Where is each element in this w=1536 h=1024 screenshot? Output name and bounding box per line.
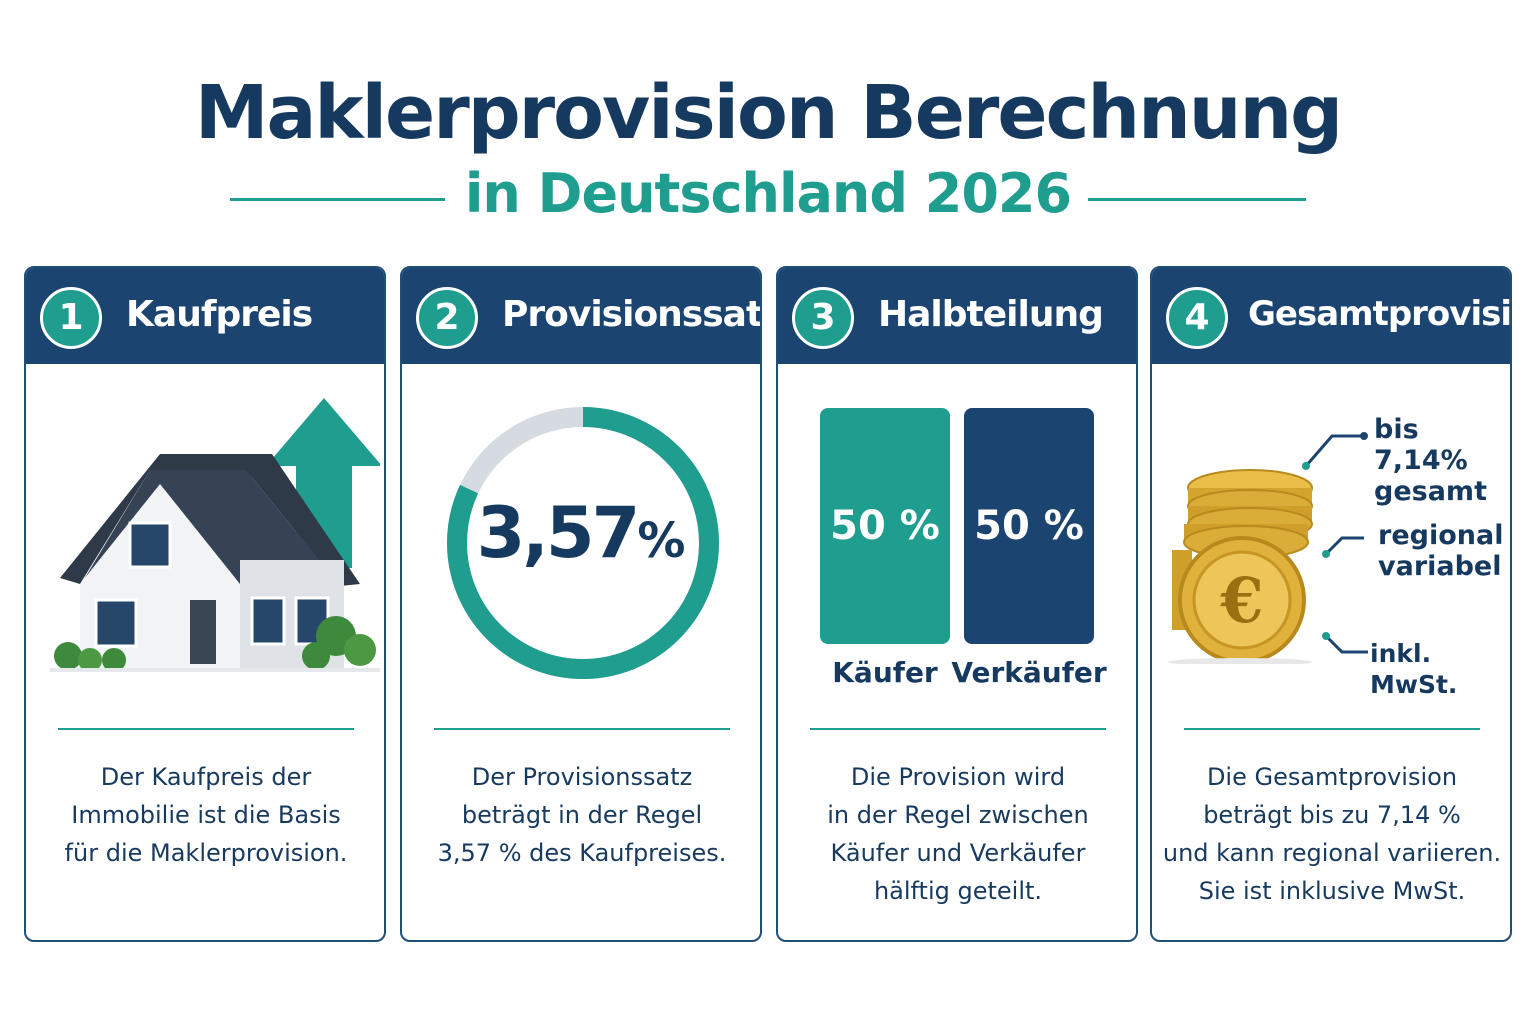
card-header: 1 Kaufpreis	[26, 268, 384, 364]
house-with-arrow-icon	[50, 398, 380, 672]
note-line: regional	[1378, 520, 1504, 551]
note-connectors	[1302, 432, 1368, 654]
card-description: Der Provisionssatz beträgt in der Regel …	[412, 758, 752, 872]
description-line: beträgt in der Regel	[461, 801, 703, 829]
note-line: gesamt	[1374, 476, 1487, 507]
gauge-number: 3,57	[476, 492, 641, 574]
card-title: Gesamtprovision	[1248, 294, 1512, 334]
page-subtitle: in Deutschland 2026	[464, 162, 1072, 225]
seller-share-box: 50 %	[964, 408, 1094, 644]
percentage-gauge	[447, 407, 719, 679]
note-line: variabel	[1378, 551, 1502, 582]
card-title: Provisionssatz	[502, 294, 762, 335]
note-total-max: bis 7,14% gesamt	[1374, 414, 1510, 507]
description-line: beträgt bis zu 7,14 %	[1203, 801, 1461, 829]
card-provisionssatz: 2 Provisionssatz 3,57% Der Provisionssat…	[400, 266, 762, 942]
description-line: für die Maklerprovision.	[64, 839, 348, 867]
step-badge: 1	[40, 287, 102, 349]
card-description: Die Gesamtprovision beträgt bis zu 7,14 …	[1162, 758, 1502, 910]
description-line: und kann regional variieren.	[1162, 839, 1502, 867]
description-line: Käufer und Verkäufer	[830, 839, 1086, 867]
note-vat: inkl. MwSt.	[1370, 639, 1458, 699]
description-line: in der Regel zwischen	[827, 801, 1089, 829]
card-description: Der Kaufpreis der Immobilie ist die Basi…	[36, 758, 376, 872]
seller-label: Verkäufer	[951, 656, 1107, 689]
description-line: Die Provision wird	[850, 763, 1066, 791]
card-header: 3 Halbteilung	[778, 268, 1136, 364]
page-title: Maklerprovision Berechnung	[194, 70, 1343, 156]
buyer-share-box: 50 %	[820, 408, 950, 644]
card-divider	[810, 728, 1106, 730]
card-kaufpreis: 1 Kaufpreis Der Kaufpreis der Immobilie …	[24, 266, 386, 942]
gauge-fill	[447, 407, 719, 679]
description-line: Sie ist inklusive MwSt.	[1198, 877, 1466, 905]
step-badge: 3	[792, 287, 854, 349]
subtitle-divider-right	[1088, 198, 1306, 201]
description-line: Die Gesamtprovision	[1206, 763, 1458, 791]
svg-text:€: €	[1219, 564, 1263, 637]
gauge-value: 3,57%	[402, 492, 760, 574]
euro-coins-icon: €	[1168, 469, 1313, 664]
description-line: Immobilie ist die Basis	[71, 801, 341, 829]
step-badge: 2	[416, 287, 478, 349]
card-divider	[1184, 728, 1480, 730]
gauge-unit: %	[637, 513, 686, 569]
step-badge: 4	[1166, 287, 1228, 349]
card-title: Halbteilung	[878, 294, 1104, 335]
buyer-label: Käufer	[832, 656, 938, 689]
card-halbteilung: 3 Halbteilung 50 % 50 % Käufer Verkäufer…	[776, 266, 1138, 942]
note-regional: regional variabel	[1378, 520, 1504, 582]
card-divider	[434, 728, 730, 730]
note-line: bis 7,14%	[1374, 414, 1468, 476]
subtitle-divider-left	[230, 198, 445, 201]
description-line: hälftig geteilt.	[873, 877, 1043, 905]
card-header: 2 Provisionssatz	[402, 268, 760, 364]
description-line: 3,57 % des Kaufpreises.	[437, 839, 727, 867]
card-divider	[58, 728, 354, 730]
card-gesamtprovision: 4 Gesamtprovision € bis 7,14% gesamt reg…	[1150, 266, 1512, 942]
card-header: 4 Gesamtprovision	[1152, 268, 1510, 364]
card-description: Die Provision wird in der Regel zwischen…	[788, 758, 1128, 910]
card-title: Kaufpreis	[126, 294, 313, 335]
description-line: Der Kaufpreis der	[100, 763, 312, 791]
subtitle-row: in Deutschland 2026	[0, 162, 1536, 232]
description-line: Der Provisionssatz	[471, 763, 693, 791]
